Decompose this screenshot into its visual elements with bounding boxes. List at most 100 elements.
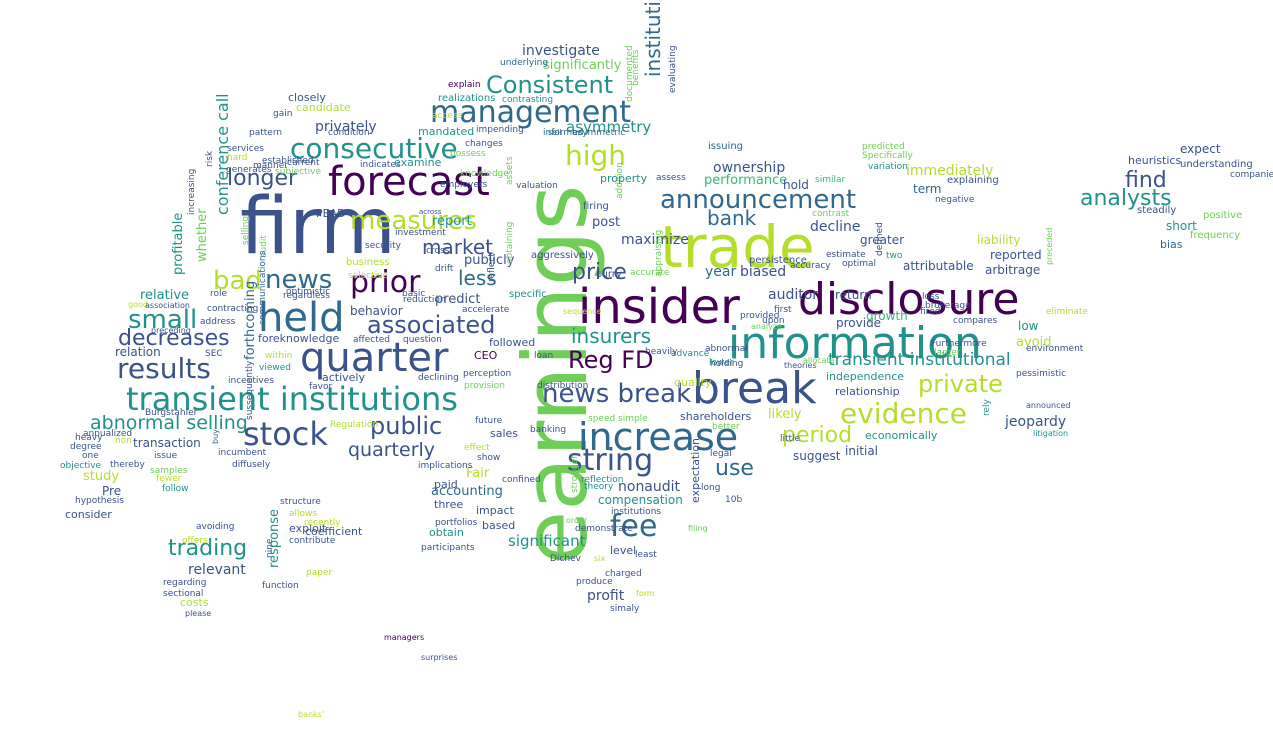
cloud-word: reflect (487, 253, 497, 282)
cloud-word: ownership (713, 160, 786, 176)
cloud-word: Reg FD (568, 346, 654, 374)
cloud-word: paid (434, 478, 458, 491)
cloud-word: predict (435, 292, 481, 307)
cloud-word: communications (258, 250, 268, 325)
cloud-word: contribute (289, 536, 336, 546)
cloud-word: announced (1026, 401, 1071, 410)
cloud-word: management (430, 95, 631, 130)
cloud-word: Regulation (330, 420, 379, 430)
cloud-word: biased (740, 264, 787, 280)
cloud-word: fired (920, 307, 941, 317)
cloud-word: speed (588, 414, 616, 424)
cloud-word: asymmetric (572, 128, 626, 138)
cloud-word: measures (350, 206, 477, 236)
cloud-word: jeopardy (1005, 414, 1067, 430)
cloud-word: decline (810, 219, 861, 235)
cloud-word: two (886, 251, 903, 261)
cloud-word: objective (60, 461, 102, 471)
cloud-word: valuation (516, 181, 558, 191)
cloud-word: mandated (418, 125, 475, 138)
cloud-word: immediately (906, 163, 994, 179)
cloud-word: insurers (571, 324, 652, 348)
cloud-word: bias (1160, 238, 1183, 251)
cloud-word: upon (762, 316, 785, 326)
cloud-word: favor (309, 382, 333, 392)
cloud-word: underlying (500, 58, 549, 68)
cloud-word: gain (273, 109, 293, 119)
cloud-word: abnormal (705, 344, 748, 354)
cloud-word: knowledge (460, 169, 509, 179)
cloud-word: samples (150, 466, 188, 476)
cloud-word: generates (226, 165, 272, 175)
cloud-word: banking (530, 425, 567, 435)
cloud-word: allows (289, 509, 318, 519)
cloud-word: informed (543, 128, 584, 138)
cloud-word: accuracy (790, 261, 831, 271)
cloud-word: loan (534, 351, 554, 361)
cloud-word: persistence (749, 255, 807, 266)
cloud-word: distribution (537, 381, 589, 391)
cloud-word: based (482, 519, 516, 532)
cloud-word: recently (304, 518, 341, 528)
cloud-word: examine (394, 156, 442, 169)
cloud-word: announcement (660, 185, 857, 215)
cloud-word: address (200, 317, 236, 327)
cloud-word: Furthermore (931, 339, 987, 349)
cloud-word: trade (660, 213, 815, 281)
cloud-word: 10b (725, 495, 743, 505)
cloud-word: price (572, 260, 627, 285)
cloud-word: annualized (83, 429, 133, 439)
cloud-word: reported (990, 248, 1042, 262)
cloud-word: provide (836, 316, 882, 330)
cloud-word: environment (1026, 344, 1084, 354)
cloud-word: theories (784, 361, 817, 370)
cloud-word: please (185, 609, 212, 618)
cloud-word: string (567, 443, 654, 478)
cloud-word: eliminate (1046, 307, 1089, 317)
cloud-word: effect (464, 443, 490, 453)
cloud-word: maximize (621, 232, 689, 248)
cloud-word: manner (253, 161, 288, 171)
cloud-word: short (1166, 219, 1197, 233)
cloud-word: costs (180, 596, 209, 609)
cloud-word: hold (783, 178, 809, 192)
cloud-word: impending (476, 125, 524, 135)
cloud-word: behavior (350, 304, 403, 318)
cloud-word: significantly (543, 58, 622, 73)
cloud-word: theory (584, 482, 614, 492)
cloud-word: managers (384, 633, 425, 642)
cloud-word: affected (353, 335, 390, 345)
cloud-word: period (782, 423, 853, 448)
cloud-word: high (565, 139, 627, 172)
cloud-word: indicates (360, 160, 401, 170)
cloud-word: expect (1180, 142, 1221, 156)
cloud-word: expectation (689, 437, 702, 503)
cloud-word: sell (548, 128, 562, 137)
cloud-word: compensation (598, 493, 683, 507)
cloud-word: Specifically (862, 151, 913, 161)
cloud-word: curry (596, 269, 622, 280)
cloud-word: nonaudit (618, 479, 681, 495)
cloud-word: advance (671, 349, 710, 359)
cloud-word: demonstrate (575, 524, 633, 534)
cloud-word: across (419, 208, 442, 216)
cloud-word: show (477, 453, 501, 463)
cloud-word: growth (866, 309, 908, 323)
cloud-word: abnormal selling (90, 412, 248, 434)
cloud-word: good (128, 300, 148, 309)
cloud-word: investment (395, 228, 446, 238)
cloud-word: aggressively (531, 250, 594, 261)
cloud-word: contracting (207, 304, 259, 314)
cloud-word: Pre (102, 484, 122, 498)
cloud-word: increase (578, 415, 739, 459)
cloud-word: followed (489, 336, 536, 349)
cloud-word: held (258, 295, 345, 341)
cloud-word: accounting (431, 484, 503, 499)
cloud-word: stock (243, 415, 328, 453)
cloud-word: surprises (421, 653, 458, 662)
cloud-word: provided (740, 311, 780, 321)
cloud-word: profitable (171, 212, 186, 275)
cloud-word: avoiding (196, 522, 235, 532)
cloud-word: compares (953, 316, 998, 326)
cloud-word: similar (815, 175, 846, 185)
